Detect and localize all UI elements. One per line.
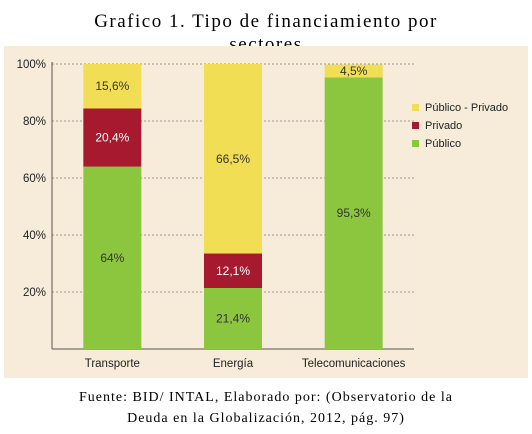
source-line-1: Fuente: BID/ INTAL, Elaborado por: (Obse… <box>78 390 453 405</box>
x-category-label: Telecomunicaciones <box>302 358 406 370</box>
y-tick-label: 80% <box>23 116 46 128</box>
bar-segment <box>324 77 383 349</box>
bar-segment <box>204 288 262 349</box>
legend-label: Privado <box>425 120 462 132</box>
bar-segment <box>83 108 142 167</box>
source-line-2: Deuda en la Globalización, 2012, pág. 97… <box>127 411 405 426</box>
chart-source: Fuente: BID/ INTAL, Elaborado por: (Obse… <box>0 387 532 429</box>
legend-label: Público <box>425 138 461 150</box>
y-tick-label: 40% <box>23 230 46 242</box>
x-category-label: Energía <box>213 358 254 370</box>
chart-title-line-1: Grafico 1. Tipo de financiamiento por <box>94 11 438 32</box>
data-label: 21,4% <box>216 312 250 326</box>
data-label: 95,3% <box>337 206 371 220</box>
bar-segment <box>204 253 262 289</box>
bar-segment <box>83 64 142 109</box>
bar-segment <box>204 64 262 254</box>
legend-swatch <box>412 104 419 111</box>
data-label: 64% <box>100 251 124 265</box>
y-tick-label: 20% <box>23 287 46 299</box>
data-label: 66,5% <box>216 152 250 166</box>
data-label: 20,4% <box>95 131 129 145</box>
legend-label: Público - Privado <box>425 102 508 114</box>
legend-swatch <box>412 122 419 129</box>
chart-panel: 20% 40% 60% 80% 100% 64% 20,4% 15,6% Transporte 2… <box>4 46 528 378</box>
stacked-bar-chart: 20% 40% 60% 80% 100% 64% 20,4% 15,6% Transporte 2… <box>17 59 509 370</box>
y-tick-label: 100% <box>17 59 46 71</box>
data-label: 12,1% <box>216 264 250 278</box>
data-label: 15,6% <box>95 79 129 93</box>
y-tick-label: 60% <box>23 173 46 185</box>
bar-segment <box>83 166 142 349</box>
bar-segment <box>324 64 383 78</box>
legend-swatch <box>412 140 419 147</box>
x-category-label: Transporte <box>85 358 140 370</box>
data-label: 4,5% <box>340 64 368 78</box>
